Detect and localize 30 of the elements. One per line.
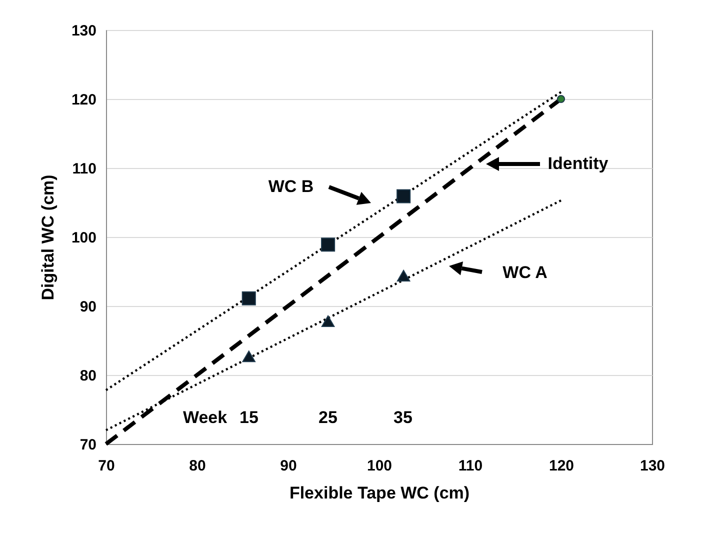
- y-tick-label: 120: [71, 92, 96, 108]
- point: [321, 238, 336, 252]
- x-tick-label: 90: [280, 458, 297, 474]
- annotation: Identity: [548, 154, 609, 173]
- annotation: WC B: [268, 177, 314, 196]
- annotation: Week: [182, 408, 228, 427]
- x-axis-title: Flexible Tape WC (cm): [289, 484, 470, 502]
- x-tick-label: 70: [98, 458, 115, 474]
- point: [396, 270, 410, 282]
- y-tick-label: 70: [80, 436, 96, 454]
- x-tick-label: 100: [366, 458, 392, 474]
- y-tick-label: 110: [72, 160, 96, 178]
- x-tick-label: 110: [458, 458, 483, 474]
- point: [242, 291, 256, 306]
- point: [396, 189, 411, 204]
- annotation: 25: [318, 408, 338, 427]
- x-tick-label: 80: [189, 458, 206, 474]
- point: [242, 350, 256, 362]
- y-axis-title: Digital WC (cm): [38, 174, 58, 300]
- y-tick-label: 100: [71, 230, 96, 246]
- y-tick-label: 80: [80, 368, 96, 384]
- point: [556, 94, 566, 104]
- annotation: 35: [394, 408, 412, 427]
- annotation: WC A: [502, 263, 548, 282]
- point: [321, 315, 335, 327]
- x-tick-label: 130: [640, 458, 666, 474]
- annotation: 15: [240, 408, 258, 427]
- y-tick-label: 130: [71, 22, 96, 40]
- x-tick-label: 120: [548, 458, 574, 474]
- y-tick-label: 90: [80, 298, 96, 316]
